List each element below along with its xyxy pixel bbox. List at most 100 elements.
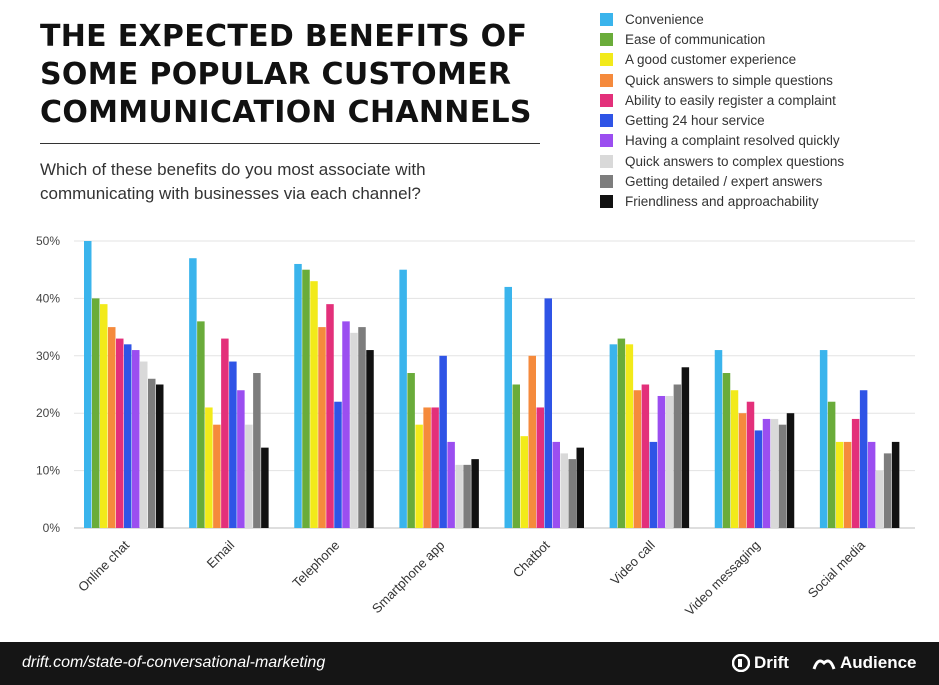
- source-url[interactable]: drift.com/state-of-conversational-market…: [22, 654, 326, 671]
- title-line-2: SOME POPULAR CUSTOMER: [40, 57, 512, 92]
- bar: [512, 384, 520, 528]
- subtitle-line-1: Which of these benefits do you most asso…: [40, 160, 426, 179]
- bar: [649, 441, 658, 528]
- bar: [245, 424, 253, 528]
- bar: [778, 424, 787, 528]
- bar: [156, 384, 164, 528]
- bar: [891, 441, 900, 528]
- bar: [528, 355, 536, 528]
- bar: [754, 430, 763, 528]
- legend-item: Ability to easily register a complaint: [600, 90, 844, 110]
- bar: [463, 464, 471, 528]
- bar: [738, 413, 747, 528]
- bar: [883, 453, 892, 528]
- bar: [730, 390, 739, 528]
- y-tick-label: 20%: [36, 406, 60, 420]
- bar: [673, 384, 682, 528]
- legend-swatch: [600, 195, 613, 209]
- legend-item: Friendliness and approachability: [600, 192, 844, 212]
- bar: [310, 281, 318, 528]
- bar: [84, 241, 92, 528]
- legend-item: Convenience: [600, 9, 844, 29]
- legend-swatch: [600, 154, 613, 168]
- bar: [197, 321, 205, 528]
- bar: [819, 350, 828, 528]
- bar: [294, 263, 302, 528]
- bar: [108, 327, 116, 528]
- bar: [358, 327, 366, 528]
- bar: [681, 367, 690, 528]
- legend-label: Getting detailed / expert answers: [625, 174, 823, 190]
- legend-item: Quick answers to complex questions: [600, 151, 844, 171]
- x-tick-label: Telephone: [289, 538, 342, 591]
- bar: [229, 361, 237, 528]
- bar: [867, 441, 876, 528]
- legend-swatch: [600, 114, 613, 128]
- bar: [213, 424, 221, 528]
- chart-title: THE EXPECTED BENEFITS OF SOME POPULAR CU…: [40, 18, 560, 132]
- bar: [835, 441, 844, 528]
- legend-item: A good customer experience: [600, 50, 844, 70]
- bar: [617, 338, 626, 528]
- title-divider: [40, 143, 540, 144]
- bar: [92, 298, 100, 528]
- bar: [746, 401, 755, 528]
- x-tick-label: Online chat: [75, 537, 132, 594]
- legend-item: Getting detailed / expert answers: [600, 171, 844, 191]
- legend-item: Quick answers to simple questions: [600, 70, 844, 90]
- bar: [786, 413, 795, 528]
- bar: [431, 407, 439, 528]
- legend-swatch: [600, 134, 613, 148]
- drift-logo-icon: [732, 654, 750, 672]
- bar: [827, 401, 836, 528]
- bar: [536, 407, 544, 528]
- bar: [657, 395, 666, 528]
- bar: [843, 441, 852, 528]
- legend-swatch: [600, 93, 613, 107]
- bar: [342, 321, 350, 528]
- bar: [625, 344, 634, 528]
- bar: [302, 269, 310, 528]
- bar: [423, 407, 431, 528]
- bar: [100, 304, 108, 528]
- legend-item: Having a complaint resolved quickly: [600, 131, 844, 151]
- x-tick-label: Social media: [805, 537, 869, 601]
- bar: [544, 298, 552, 528]
- bar: [471, 459, 479, 528]
- bar: [641, 384, 650, 528]
- legend-label: Friendliness and approachability: [625, 194, 819, 210]
- legend-label: Ease of communication: [625, 31, 766, 47]
- title-line-3: COMMUNICATION CHANNELS: [40, 95, 532, 130]
- legend-label: Convenience: [625, 11, 704, 27]
- legend-item: Getting 24 hour service: [600, 110, 844, 130]
- legend-swatch: [600, 53, 613, 67]
- bar: [714, 350, 723, 528]
- bar: [205, 407, 213, 528]
- audience-logo-icon: [812, 659, 836, 670]
- legend-swatch: [600, 175, 613, 189]
- bar: [350, 332, 358, 528]
- bar: [326, 304, 334, 528]
- legend-label: Getting 24 hour service: [625, 113, 765, 129]
- legend-item: Ease of communication: [600, 29, 844, 49]
- legend-label: A good customer experience: [625, 52, 797, 68]
- drift-brand-label: Drift: [754, 653, 789, 672]
- bar: [189, 258, 197, 528]
- drift-brand: Drift: [732, 653, 789, 673]
- audience-brand-label: Audience: [840, 653, 917, 672]
- bar: [455, 464, 463, 528]
- bar: [504, 286, 512, 528]
- y-tick-label: 40%: [36, 291, 60, 305]
- bar: [762, 418, 771, 528]
- x-tick-label: Chatbot: [510, 537, 553, 580]
- bar: [576, 447, 584, 528]
- legend-label: Quick answers to simple questions: [625, 72, 833, 88]
- audience-brand: Audience: [812, 653, 917, 673]
- bar: [237, 390, 245, 528]
- bar: [261, 447, 269, 528]
- bar: [116, 338, 124, 528]
- bar: [132, 350, 140, 528]
- x-tick-label: Email: [204, 537, 238, 571]
- bar: [318, 327, 326, 528]
- title-line-1: THE EXPECTED BENEFITS OF: [40, 19, 528, 54]
